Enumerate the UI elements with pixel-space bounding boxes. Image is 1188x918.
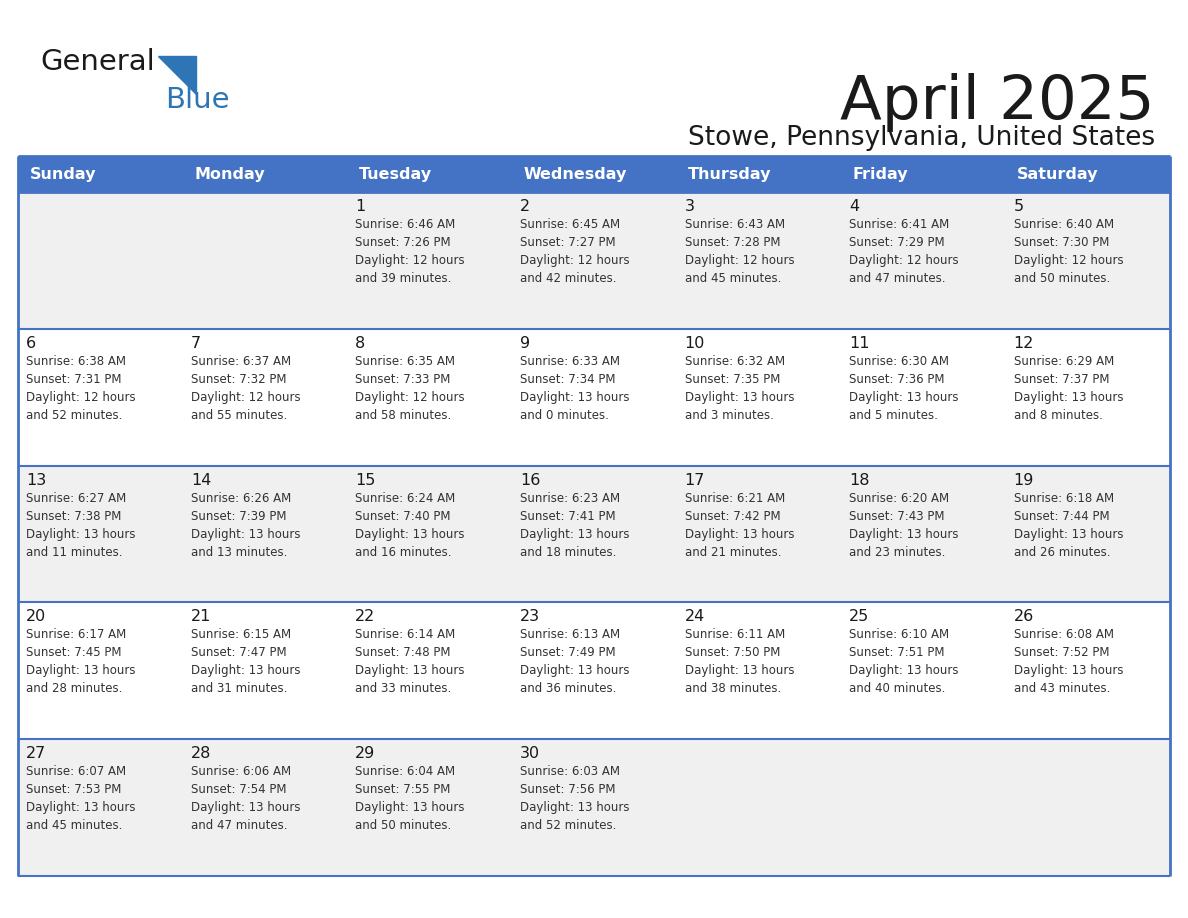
Bar — [183, 156, 347, 192]
Text: Sunrise: 6:15 AM
Sunset: 7:47 PM
Daylight: 13 hours
and 31 minutes.: Sunrise: 6:15 AM Sunset: 7:47 PM Dayligh… — [191, 629, 301, 696]
Bar — [18, 192, 1170, 329]
Text: April 2025: April 2025 — [840, 73, 1155, 132]
Text: 11: 11 — [849, 336, 870, 351]
Text: Sunrise: 6:23 AM
Sunset: 7:41 PM
Daylight: 13 hours
and 18 minutes.: Sunrise: 6:23 AM Sunset: 7:41 PM Dayligh… — [520, 492, 630, 558]
Bar — [18, 329, 1170, 465]
Text: 17: 17 — [684, 473, 704, 487]
Text: Sunrise: 6:40 AM
Sunset: 7:30 PM
Daylight: 12 hours
and 50 minutes.: Sunrise: 6:40 AM Sunset: 7:30 PM Dayligh… — [1013, 218, 1124, 285]
Text: 15: 15 — [355, 473, 375, 487]
Text: 18: 18 — [849, 473, 870, 487]
Bar — [18, 465, 1170, 602]
Text: Friday: Friday — [852, 166, 908, 182]
Text: Tuesday: Tuesday — [359, 166, 431, 182]
Text: Sunrise: 6:18 AM
Sunset: 7:44 PM
Daylight: 13 hours
and 26 minutes.: Sunrise: 6:18 AM Sunset: 7:44 PM Dayligh… — [1013, 492, 1123, 558]
Text: Blue: Blue — [165, 86, 229, 114]
Bar — [676, 156, 841, 192]
Bar — [18, 156, 183, 192]
Text: Sunrise: 6:06 AM
Sunset: 7:54 PM
Daylight: 13 hours
and 47 minutes.: Sunrise: 6:06 AM Sunset: 7:54 PM Dayligh… — [191, 766, 301, 833]
Text: Sunrise: 6:26 AM
Sunset: 7:39 PM
Daylight: 13 hours
and 13 minutes.: Sunrise: 6:26 AM Sunset: 7:39 PM Dayligh… — [191, 492, 301, 558]
Text: General: General — [40, 48, 154, 76]
Text: 5: 5 — [1013, 199, 1024, 214]
Text: 16: 16 — [520, 473, 541, 487]
Text: 30: 30 — [520, 746, 541, 761]
Bar — [1005, 156, 1170, 192]
Text: Sunrise: 6:11 AM
Sunset: 7:50 PM
Daylight: 13 hours
and 38 minutes.: Sunrise: 6:11 AM Sunset: 7:50 PM Dayligh… — [684, 629, 794, 696]
Text: 12: 12 — [1013, 336, 1034, 351]
Text: Sunrise: 6:29 AM
Sunset: 7:37 PM
Daylight: 13 hours
and 8 minutes.: Sunrise: 6:29 AM Sunset: 7:37 PM Dayligh… — [1013, 354, 1123, 421]
Text: 9: 9 — [520, 336, 530, 351]
Text: 22: 22 — [355, 610, 375, 624]
Text: 19: 19 — [1013, 473, 1034, 487]
Text: Thursday: Thursday — [688, 166, 771, 182]
Text: Sunrise: 6:46 AM
Sunset: 7:26 PM
Daylight: 12 hours
and 39 minutes.: Sunrise: 6:46 AM Sunset: 7:26 PM Dayligh… — [355, 218, 465, 285]
Text: Sunday: Sunday — [30, 166, 96, 182]
Text: Sunrise: 6:14 AM
Sunset: 7:48 PM
Daylight: 13 hours
and 33 minutes.: Sunrise: 6:14 AM Sunset: 7:48 PM Dayligh… — [355, 629, 465, 696]
Polygon shape — [158, 56, 196, 94]
Bar — [512, 156, 676, 192]
Text: Wednesday: Wednesday — [523, 166, 626, 182]
Text: 10: 10 — [684, 336, 704, 351]
Text: Monday: Monday — [194, 166, 265, 182]
Text: 8: 8 — [355, 336, 366, 351]
Text: Sunrise: 6:24 AM
Sunset: 7:40 PM
Daylight: 13 hours
and 16 minutes.: Sunrise: 6:24 AM Sunset: 7:40 PM Dayligh… — [355, 492, 465, 558]
Text: Sunrise: 6:13 AM
Sunset: 7:49 PM
Daylight: 13 hours
and 36 minutes.: Sunrise: 6:13 AM Sunset: 7:49 PM Dayligh… — [520, 629, 630, 696]
Text: 7: 7 — [191, 336, 201, 351]
Text: Sunrise: 6:10 AM
Sunset: 7:51 PM
Daylight: 13 hours
and 40 minutes.: Sunrise: 6:10 AM Sunset: 7:51 PM Dayligh… — [849, 629, 959, 696]
Text: Sunrise: 6:32 AM
Sunset: 7:35 PM
Daylight: 13 hours
and 3 minutes.: Sunrise: 6:32 AM Sunset: 7:35 PM Dayligh… — [684, 354, 794, 421]
Text: Sunrise: 6:33 AM
Sunset: 7:34 PM
Daylight: 13 hours
and 0 minutes.: Sunrise: 6:33 AM Sunset: 7:34 PM Dayligh… — [520, 354, 630, 421]
Text: Sunrise: 6:03 AM
Sunset: 7:56 PM
Daylight: 13 hours
and 52 minutes.: Sunrise: 6:03 AM Sunset: 7:56 PM Dayligh… — [520, 766, 630, 833]
Text: 4: 4 — [849, 199, 859, 214]
Text: 25: 25 — [849, 610, 870, 624]
Text: Sunrise: 6:20 AM
Sunset: 7:43 PM
Daylight: 13 hours
and 23 minutes.: Sunrise: 6:20 AM Sunset: 7:43 PM Dayligh… — [849, 492, 959, 558]
Text: 24: 24 — [684, 610, 704, 624]
Text: 26: 26 — [1013, 610, 1034, 624]
Text: Sunrise: 6:21 AM
Sunset: 7:42 PM
Daylight: 13 hours
and 21 minutes.: Sunrise: 6:21 AM Sunset: 7:42 PM Dayligh… — [684, 492, 794, 558]
Bar — [18, 602, 1170, 739]
Text: Sunrise: 6:08 AM
Sunset: 7:52 PM
Daylight: 13 hours
and 43 minutes.: Sunrise: 6:08 AM Sunset: 7:52 PM Dayligh… — [1013, 629, 1123, 696]
Text: 1: 1 — [355, 199, 366, 214]
Text: 3: 3 — [684, 199, 695, 214]
Bar — [18, 739, 1170, 876]
Text: 27: 27 — [26, 746, 46, 761]
Text: Sunrise: 6:45 AM
Sunset: 7:27 PM
Daylight: 12 hours
and 42 minutes.: Sunrise: 6:45 AM Sunset: 7:27 PM Dayligh… — [520, 218, 630, 285]
Text: 2: 2 — [520, 199, 530, 214]
Text: Sunrise: 6:38 AM
Sunset: 7:31 PM
Daylight: 12 hours
and 52 minutes.: Sunrise: 6:38 AM Sunset: 7:31 PM Dayligh… — [26, 354, 135, 421]
Text: 28: 28 — [191, 746, 211, 761]
Text: 23: 23 — [520, 610, 541, 624]
Text: Sunrise: 6:17 AM
Sunset: 7:45 PM
Daylight: 13 hours
and 28 minutes.: Sunrise: 6:17 AM Sunset: 7:45 PM Dayligh… — [26, 629, 135, 696]
Text: 21: 21 — [191, 610, 211, 624]
Text: 6: 6 — [26, 336, 37, 351]
Text: Sunrise: 6:41 AM
Sunset: 7:29 PM
Daylight: 12 hours
and 47 minutes.: Sunrise: 6:41 AM Sunset: 7:29 PM Dayligh… — [849, 218, 959, 285]
Text: Sunrise: 6:30 AM
Sunset: 7:36 PM
Daylight: 13 hours
and 5 minutes.: Sunrise: 6:30 AM Sunset: 7:36 PM Dayligh… — [849, 354, 959, 421]
Text: Sunrise: 6:27 AM
Sunset: 7:38 PM
Daylight: 13 hours
and 11 minutes.: Sunrise: 6:27 AM Sunset: 7:38 PM Dayligh… — [26, 492, 135, 558]
Text: Stowe, Pennsylvania, United States: Stowe, Pennsylvania, United States — [688, 125, 1155, 151]
Text: Sunrise: 6:35 AM
Sunset: 7:33 PM
Daylight: 12 hours
and 58 minutes.: Sunrise: 6:35 AM Sunset: 7:33 PM Dayligh… — [355, 354, 465, 421]
Text: 14: 14 — [191, 473, 211, 487]
Text: Saturday: Saturday — [1017, 166, 1099, 182]
Bar — [841, 156, 1005, 192]
Text: 13: 13 — [26, 473, 46, 487]
Text: Sunrise: 6:43 AM
Sunset: 7:28 PM
Daylight: 12 hours
and 45 minutes.: Sunrise: 6:43 AM Sunset: 7:28 PM Dayligh… — [684, 218, 794, 285]
Text: Sunrise: 6:07 AM
Sunset: 7:53 PM
Daylight: 13 hours
and 45 minutes.: Sunrise: 6:07 AM Sunset: 7:53 PM Dayligh… — [26, 766, 135, 833]
Text: Sunrise: 6:37 AM
Sunset: 7:32 PM
Daylight: 12 hours
and 55 minutes.: Sunrise: 6:37 AM Sunset: 7:32 PM Dayligh… — [191, 354, 301, 421]
Text: Sunrise: 6:04 AM
Sunset: 7:55 PM
Daylight: 13 hours
and 50 minutes.: Sunrise: 6:04 AM Sunset: 7:55 PM Dayligh… — [355, 766, 465, 833]
Bar — [347, 156, 512, 192]
Text: 29: 29 — [355, 746, 375, 761]
Text: 20: 20 — [26, 610, 46, 624]
